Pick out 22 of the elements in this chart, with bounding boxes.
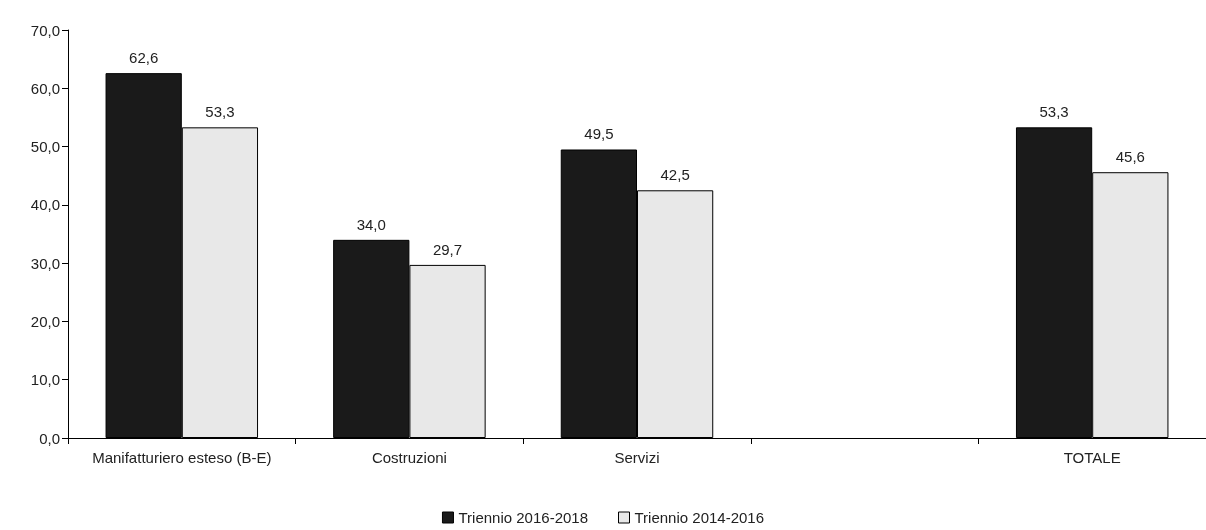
data-label: 29,7	[432, 240, 463, 258]
y-tick-label: 10,0	[30, 371, 60, 389]
y-tick-label: 50,0	[30, 138, 60, 156]
y-tick-label: 20,0	[30, 312, 60, 330]
x-tick-label: Costruzioni	[371, 449, 447, 466]
data-label: 53,3	[1039, 103, 1069, 121]
data-label: 49,5	[584, 125, 614, 143]
y-tick-label: 30,0	[30, 254, 60, 272]
x-tick-label: TOTALE	[1063, 449, 1121, 466]
y-tick-label: 0,0	[39, 429, 60, 447]
data-label: 45,6	[1115, 148, 1145, 166]
data-label: 42,5	[660, 166, 690, 184]
legend-label: Triennio 2014-2016	[634, 509, 765, 526]
data-label: 34,0	[356, 215, 386, 233]
data-label: 62,6	[129, 49, 159, 67]
x-tick-label: Manifatturiero esteso (B-E)	[92, 449, 272, 466]
legend-label: Triennio 2016-2018	[458, 509, 589, 526]
y-tick-label: 60,0	[30, 79, 60, 97]
y-tick-label: 70,0	[30, 21, 60, 39]
x-tick-label: Servizi	[614, 449, 660, 466]
data-label: 53,3	[205, 103, 235, 121]
y-tick-label: 40,0	[30, 196, 60, 214]
